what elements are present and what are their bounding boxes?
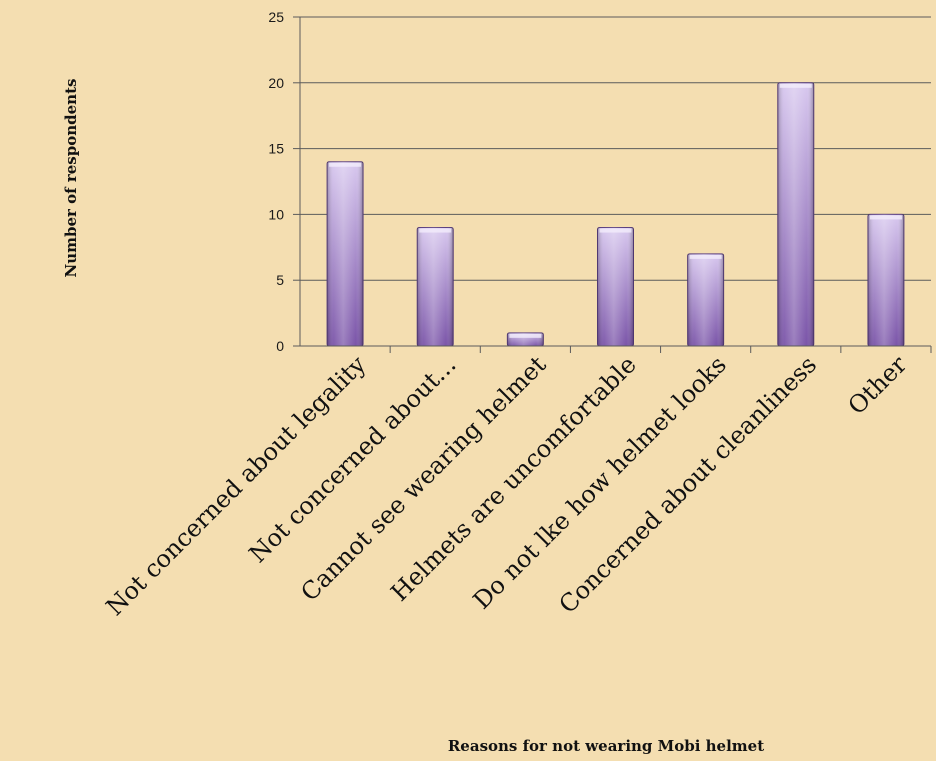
bar-cap (419, 228, 452, 233)
gridlines (293, 16, 931, 347)
y-tick-label: 20 (268, 75, 284, 91)
bars (326, 82, 905, 347)
y-axis-title: Number of respondents (62, 79, 80, 278)
bar-highlight (597, 227, 634, 346)
bar-cap (599, 228, 632, 233)
bar-highlight (777, 82, 814, 347)
bar-cap (689, 254, 722, 259)
bar (326, 161, 364, 347)
bar (597, 227, 634, 347)
y-tick-label: 5 (276, 272, 284, 288)
bar (777, 82, 815, 347)
y-tick-label: 10 (268, 206, 284, 222)
x-axis-title: Reasons for not wearing Mobi helmet (448, 737, 764, 755)
bar-highlight (327, 161, 364, 346)
bar-cap (329, 162, 362, 167)
bar-highlight (867, 214, 904, 346)
bar-cap (869, 215, 902, 220)
bar-highlight (687, 253, 724, 346)
bar-cap (509, 333, 542, 338)
x-category-label: Other (843, 350, 913, 420)
bar (687, 253, 725, 347)
bar-highlight (417, 227, 454, 346)
y-tick-label: 0 (276, 338, 284, 354)
bar (506, 332, 544, 347)
y-tick-labels: 0 5 10 15 20 25 (268, 9, 284, 354)
axes (299, 17, 932, 353)
y-tick-label: 15 (268, 141, 284, 157)
bar-cap (779, 83, 812, 88)
y-tick-label: 25 (268, 9, 284, 25)
bar (416, 227, 454, 347)
bar (867, 213, 905, 347)
